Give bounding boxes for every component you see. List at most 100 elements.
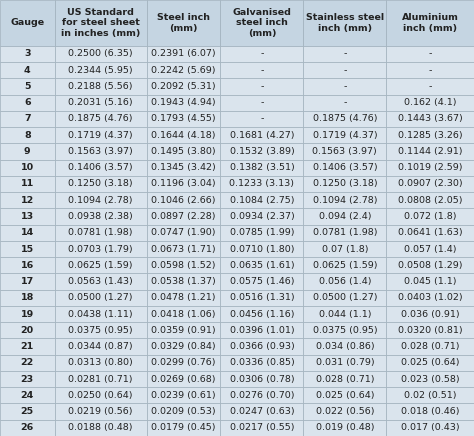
- Text: 0.036 (0.91): 0.036 (0.91): [401, 310, 459, 319]
- Bar: [386, 0, 474, 46]
- Bar: [55, 355, 147, 371]
- Text: 0.044 (1.1): 0.044 (1.1): [319, 310, 371, 319]
- Text: 0.1719 (4.37): 0.1719 (4.37): [312, 131, 377, 140]
- Bar: [0, 143, 55, 160]
- Bar: [220, 371, 303, 387]
- Bar: [303, 420, 386, 436]
- Text: 0.1875 (4.76): 0.1875 (4.76): [312, 114, 377, 123]
- Text: 0.1943 (4.94): 0.1943 (4.94): [151, 98, 216, 107]
- Text: 20: 20: [21, 326, 34, 335]
- Text: 0.034 (0.86): 0.034 (0.86): [316, 342, 374, 351]
- Bar: [303, 306, 386, 322]
- Text: 0.2500 (6.35): 0.2500 (6.35): [68, 49, 133, 58]
- Bar: [303, 355, 386, 371]
- Bar: [386, 143, 474, 160]
- Bar: [0, 241, 55, 257]
- Text: 0.2344 (5.95): 0.2344 (5.95): [68, 66, 133, 75]
- Bar: [55, 322, 147, 338]
- Text: 0.072 (1.8): 0.072 (1.8): [404, 212, 456, 221]
- Bar: [220, 420, 303, 436]
- Bar: [147, 257, 220, 273]
- Bar: [220, 241, 303, 257]
- Bar: [386, 306, 474, 322]
- Bar: [55, 160, 147, 176]
- Bar: [303, 111, 386, 127]
- Text: 0.0281 (0.71): 0.0281 (0.71): [68, 375, 133, 384]
- Text: 0.022 (0.56): 0.022 (0.56): [316, 407, 374, 416]
- Bar: [303, 403, 386, 420]
- Text: 0.1495 (3.80): 0.1495 (3.80): [151, 147, 216, 156]
- Bar: [386, 208, 474, 225]
- Text: 22: 22: [21, 358, 34, 368]
- Bar: [55, 127, 147, 143]
- Text: 0.1719 (4.37): 0.1719 (4.37): [68, 131, 133, 140]
- Bar: [220, 111, 303, 127]
- Text: 0.0500 (1.27): 0.0500 (1.27): [312, 293, 377, 302]
- Text: 0.0456 (1.16): 0.0456 (1.16): [229, 310, 294, 319]
- Bar: [147, 176, 220, 192]
- Bar: [303, 143, 386, 160]
- Bar: [303, 322, 386, 338]
- Text: 0.1094 (2.78): 0.1094 (2.78): [68, 196, 133, 205]
- Text: 0.0710 (1.80): 0.0710 (1.80): [229, 245, 294, 253]
- Text: -: -: [428, 66, 432, 75]
- Bar: [303, 127, 386, 143]
- Text: 0.0396 (1.01): 0.0396 (1.01): [229, 326, 294, 335]
- Text: 0.2188 (5.56): 0.2188 (5.56): [68, 82, 133, 91]
- Bar: [55, 257, 147, 273]
- Bar: [55, 46, 147, 62]
- Text: 0.0219 (0.56): 0.0219 (0.56): [68, 407, 133, 416]
- Text: 0.0250 (0.64): 0.0250 (0.64): [68, 391, 133, 400]
- Text: 0.028 (0.71): 0.028 (0.71): [316, 375, 374, 384]
- Bar: [220, 322, 303, 338]
- Bar: [303, 208, 386, 225]
- Bar: [220, 46, 303, 62]
- Text: -: -: [428, 49, 432, 58]
- Bar: [55, 225, 147, 241]
- Bar: [55, 306, 147, 322]
- Text: 0.1563 (3.97): 0.1563 (3.97): [312, 147, 377, 156]
- Bar: [0, 257, 55, 273]
- Text: 9: 9: [24, 147, 30, 156]
- Text: 0.0276 (0.70): 0.0276 (0.70): [229, 391, 294, 400]
- Bar: [55, 290, 147, 306]
- Text: Gauge: Gauge: [10, 18, 44, 27]
- Text: -: -: [343, 82, 346, 91]
- Text: 8: 8: [24, 131, 31, 140]
- Text: 0.1382 (3.51): 0.1382 (3.51): [229, 163, 294, 172]
- Text: 0.1046 (2.66): 0.1046 (2.66): [151, 196, 216, 205]
- Bar: [303, 46, 386, 62]
- Text: 0.0403 (1.02): 0.0403 (1.02): [398, 293, 463, 302]
- Bar: [386, 111, 474, 127]
- Text: -: -: [260, 82, 264, 91]
- Bar: [0, 225, 55, 241]
- Bar: [0, 420, 55, 436]
- Bar: [0, 111, 55, 127]
- Bar: [386, 225, 474, 241]
- Text: 12: 12: [21, 196, 34, 205]
- Bar: [220, 208, 303, 225]
- Text: 0.0478 (1.21): 0.0478 (1.21): [151, 293, 216, 302]
- Bar: [220, 0, 303, 46]
- Text: -: -: [260, 49, 264, 58]
- Bar: [55, 387, 147, 403]
- Text: 6: 6: [24, 98, 30, 107]
- Bar: [0, 306, 55, 322]
- Text: 0.0575 (1.46): 0.0575 (1.46): [229, 277, 294, 286]
- Text: 0.1084 (2.75): 0.1084 (2.75): [229, 196, 294, 205]
- Bar: [0, 387, 55, 403]
- Bar: [147, 46, 220, 62]
- Bar: [0, 0, 55, 46]
- Text: 0.2242 (5.69): 0.2242 (5.69): [151, 66, 216, 75]
- Bar: [220, 273, 303, 290]
- Bar: [147, 143, 220, 160]
- Bar: [147, 355, 220, 371]
- Bar: [220, 160, 303, 176]
- Text: 15: 15: [21, 245, 34, 253]
- Text: 0.031 (0.79): 0.031 (0.79): [316, 358, 374, 368]
- Bar: [303, 225, 386, 241]
- Bar: [386, 387, 474, 403]
- Text: 18: 18: [20, 293, 34, 302]
- Text: 0.019 (0.48): 0.019 (0.48): [316, 423, 374, 433]
- Text: 0.0438 (1.11): 0.0438 (1.11): [68, 310, 133, 319]
